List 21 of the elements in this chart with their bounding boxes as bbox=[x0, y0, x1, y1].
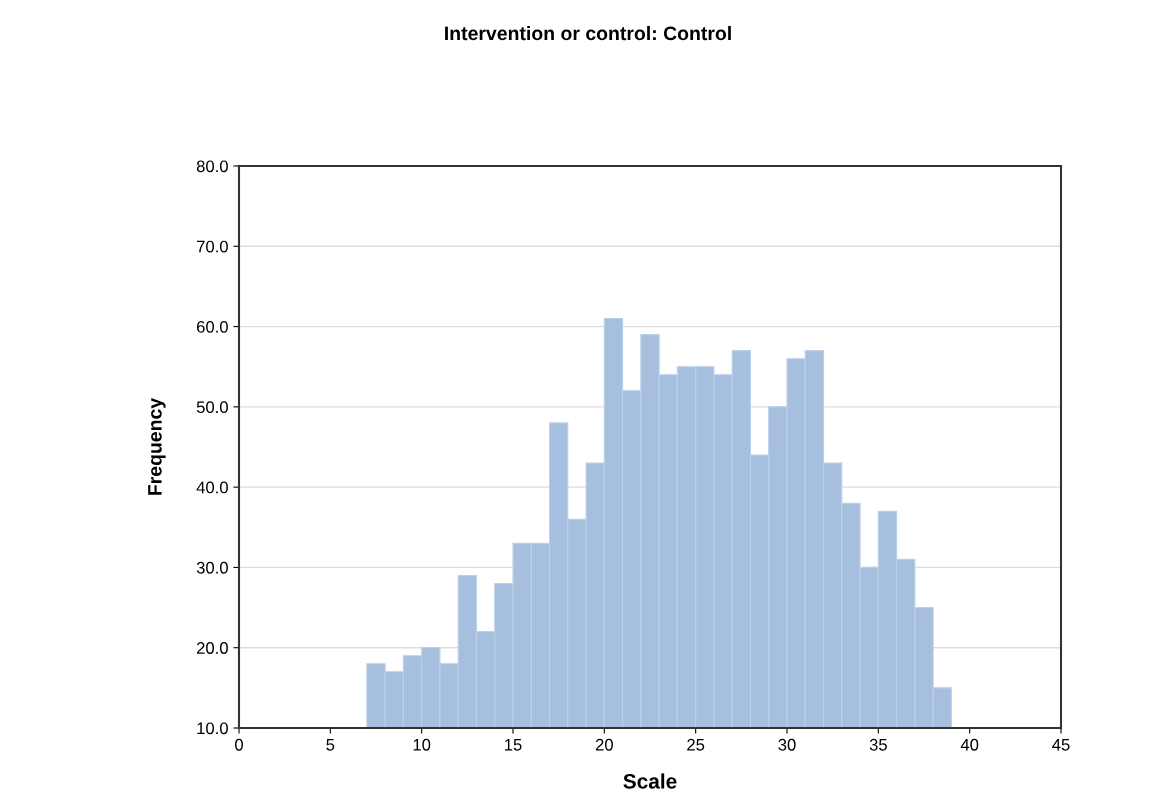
y-tick-label: 50.0 bbox=[196, 401, 228, 414]
x-tick-label: 5 bbox=[326, 739, 335, 751]
y-tick-label: 20.0 bbox=[196, 642, 228, 654]
x-tick-label: 45 bbox=[1052, 739, 1070, 751]
y-axis-title: Frequency bbox=[148, 397, 166, 495]
x-tick-label: 0 bbox=[235, 738, 243, 751]
x-tick-label: 30 bbox=[778, 738, 796, 751]
y-tick-label: 70.0 bbox=[197, 240, 228, 253]
x-tick-label: 35 bbox=[869, 738, 887, 751]
chart-title: Intervention or control: Control bbox=[445, 25, 731, 41]
y-tick-label: 40.0 bbox=[196, 481, 228, 494]
y-tick-label: 30.0 bbox=[196, 561, 228, 574]
x-tick-label: 40 bbox=[960, 738, 979, 751]
x-tick-label: 10 bbox=[413, 738, 431, 751]
y-tick-label: 80.0 bbox=[196, 160, 228, 173]
x-tick-label: 20 bbox=[595, 738, 613, 751]
y-tick-label: 10.0 bbox=[197, 722, 228, 735]
x-tick-label: 15 bbox=[505, 739, 522, 751]
x-axis-title: Scale bbox=[623, 773, 677, 789]
y-tick-label: 60.0 bbox=[196, 320, 228, 333]
x-tick-label: 25 bbox=[687, 738, 705, 751]
